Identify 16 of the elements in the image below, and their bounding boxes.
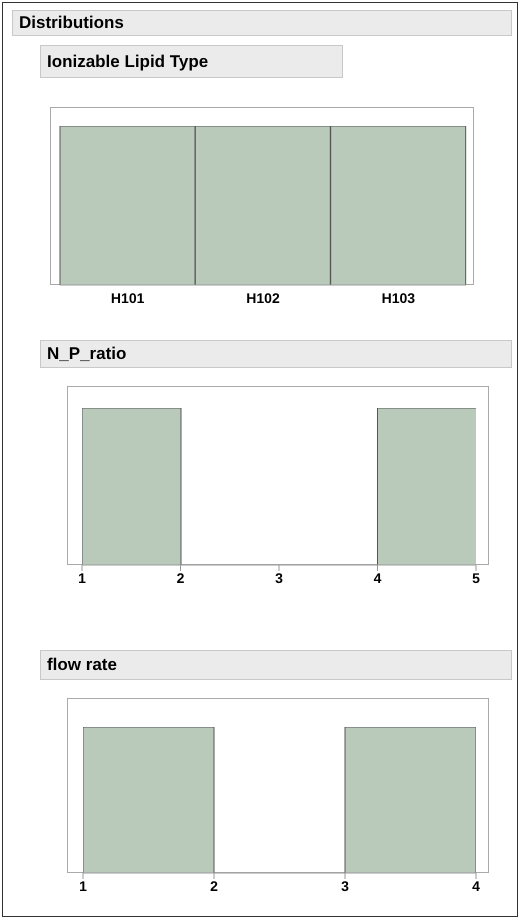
x-tick-label: 2 [176,570,185,586]
x-tick-label: H101 [110,290,145,306]
x-tick-label: 1 [78,570,86,586]
x-tick-label: H103 [382,290,416,306]
x-tick-label: 3 [275,570,284,586]
x-tick-label: 4 [472,878,480,894]
x-tick-label: 4 [374,570,382,586]
x-tick-label: H102 [246,290,280,306]
x-tick-label: 2 [210,878,218,894]
x-tick-label: 3 [341,878,350,894]
x-tick-label: 1 [79,878,88,894]
chart-title: N_P_ratio [40,340,512,368]
chart-title: flow rate [40,650,512,680]
x-tick-label: 5 [472,570,480,586]
chart-title: Ionizable Lipid Type [40,45,343,78]
text: Distributions [12,10,512,36]
